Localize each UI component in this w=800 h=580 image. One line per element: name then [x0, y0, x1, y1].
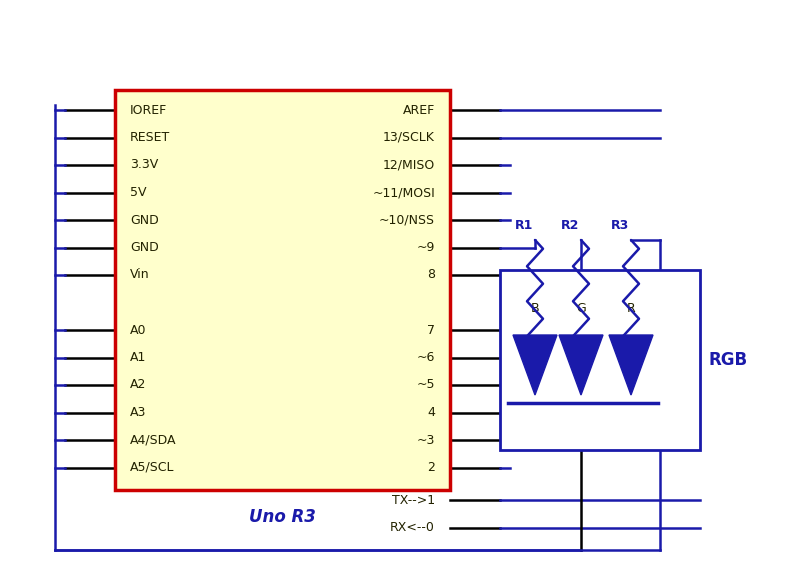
Text: ~5: ~5: [417, 379, 435, 392]
Text: A0: A0: [130, 324, 146, 336]
Text: ~11/MOSI: ~11/MOSI: [372, 186, 435, 199]
Text: 220Ω: 220Ω: [545, 278, 555, 307]
Text: RX<--0: RX<--0: [390, 521, 435, 534]
Text: ~10/NSS: ~10/NSS: [379, 213, 435, 227]
Text: R1: R1: [514, 219, 533, 232]
Text: B: B: [530, 302, 539, 314]
Text: A2: A2: [130, 379, 146, 392]
Text: 13/SCLK: 13/SCLK: [383, 131, 435, 144]
Text: ~9: ~9: [417, 241, 435, 254]
Text: G: G: [576, 302, 586, 314]
Text: GND: GND: [130, 241, 158, 254]
Text: AREF: AREF: [402, 103, 435, 117]
Text: R2: R2: [561, 219, 579, 232]
Text: TX-->1: TX-->1: [392, 494, 435, 506]
Text: RGB: RGB: [708, 351, 747, 369]
Bar: [115, 90, 450, 490]
Text: A4/SDA: A4/SDA: [130, 433, 177, 447]
Bar: [500, 270, 700, 450]
Text: 220Ω: 220Ω: [591, 278, 601, 307]
Text: 2: 2: [427, 461, 435, 474]
Polygon shape: [609, 335, 653, 395]
Text: IOREF: IOREF: [130, 103, 167, 117]
Text: R: R: [626, 302, 635, 314]
Text: GND: GND: [130, 213, 158, 227]
Text: R3: R3: [610, 219, 629, 232]
Polygon shape: [559, 335, 603, 395]
Text: 3.3V: 3.3V: [130, 158, 158, 172]
Text: 5V: 5V: [130, 186, 146, 199]
Text: RESET: RESET: [130, 131, 170, 144]
Text: A1: A1: [130, 351, 146, 364]
Text: A3: A3: [130, 406, 146, 419]
Text: 7: 7: [427, 324, 435, 336]
Polygon shape: [513, 335, 557, 395]
Text: A5/SCL: A5/SCL: [130, 461, 174, 474]
Text: 8: 8: [427, 269, 435, 281]
Text: 4: 4: [427, 406, 435, 419]
Text: ~3: ~3: [417, 433, 435, 447]
Text: 220Ω: 220Ω: [641, 278, 651, 307]
Text: 12/MISO: 12/MISO: [382, 158, 435, 172]
Text: Vin: Vin: [130, 269, 150, 281]
Text: ~6: ~6: [417, 351, 435, 364]
Text: Uno R3: Uno R3: [249, 508, 316, 526]
